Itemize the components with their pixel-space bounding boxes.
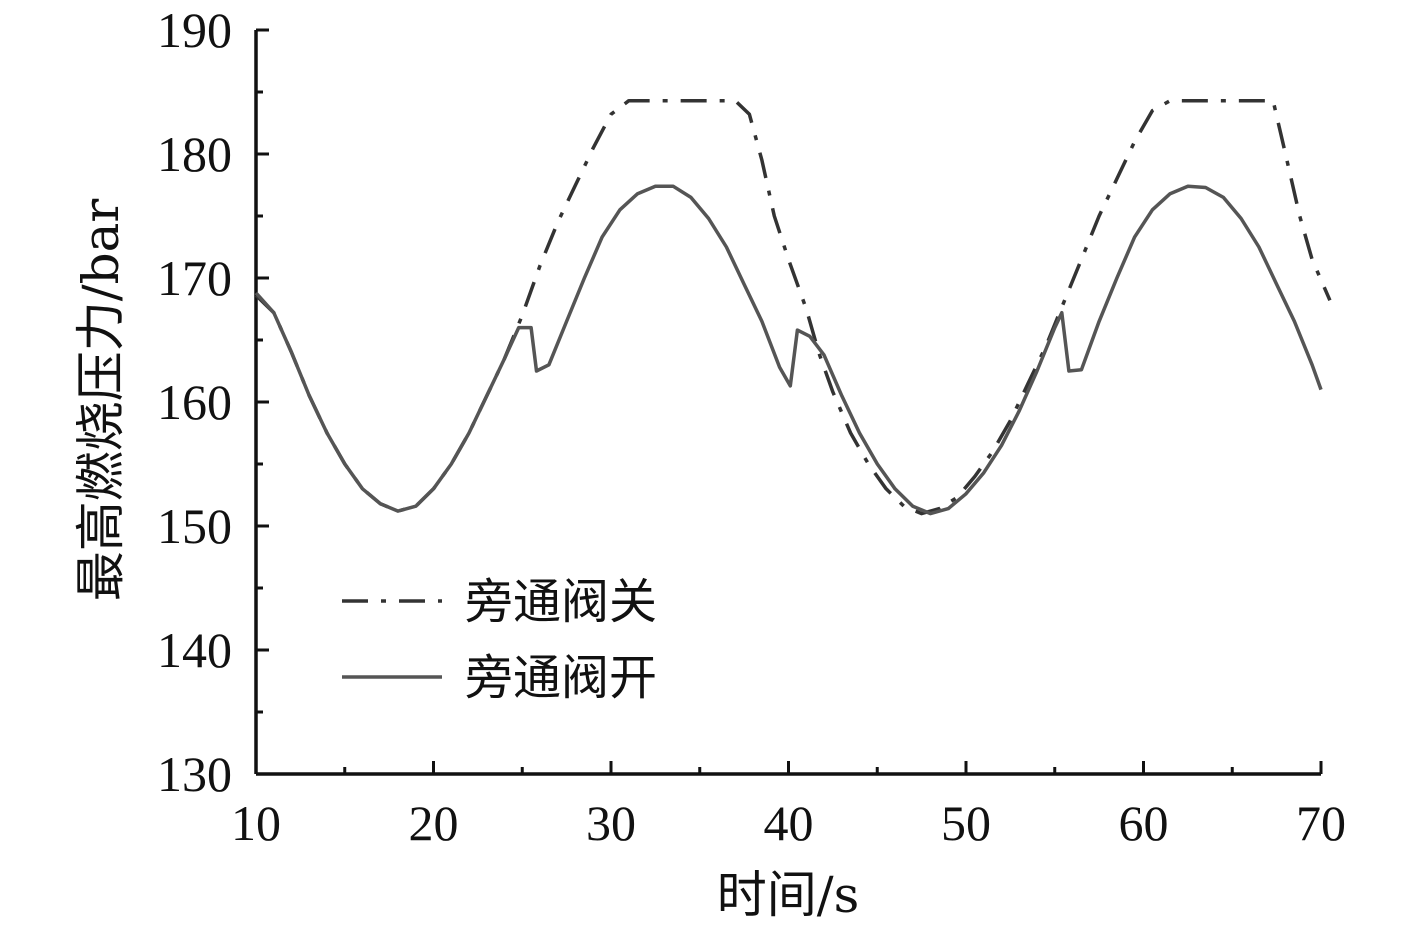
series-line-bypass-closed: [254, 98, 1332, 516]
axes: [254, 28, 1323, 776]
y-tick-label: 140: [157, 622, 232, 678]
y-tick-label: 150: [157, 498, 232, 554]
y-axis-title: 最高燃烧压力/bar: [72, 199, 130, 602]
series-layer: [254, 98, 1332, 516]
x-tick-label: 20: [409, 795, 459, 851]
legend: 旁通阀关 旁通阀开: [342, 574, 657, 706]
x-tick-label: 70: [1296, 795, 1346, 851]
x-tick-label: 50: [941, 795, 991, 851]
x-tick-label: 10: [231, 795, 281, 851]
y-tick-label: 170: [157, 250, 232, 306]
series-line-bypass-open: [254, 184, 1323, 516]
x-tick-label: 60: [1119, 795, 1169, 851]
y-tick-labels: 130 140 150 160 170 180 190: [157, 2, 232, 802]
y-tick-label: 180: [157, 126, 232, 182]
x-tick-label: 40: [764, 795, 814, 851]
x-tick-labels: 10 20 30 40 50 60 70: [231, 795, 1346, 851]
y-tick-label: 190: [157, 2, 232, 58]
legend-label-bypass-open: 旁通阀开: [465, 650, 657, 706]
x-axis-title: 时间/s: [717, 866, 860, 924]
y-tick-label: 130: [157, 746, 232, 802]
x-tick-label: 30: [586, 795, 636, 851]
legend-label-bypass-closed: 旁通阀关: [465, 574, 657, 630]
y-tick-label: 160: [157, 374, 232, 430]
